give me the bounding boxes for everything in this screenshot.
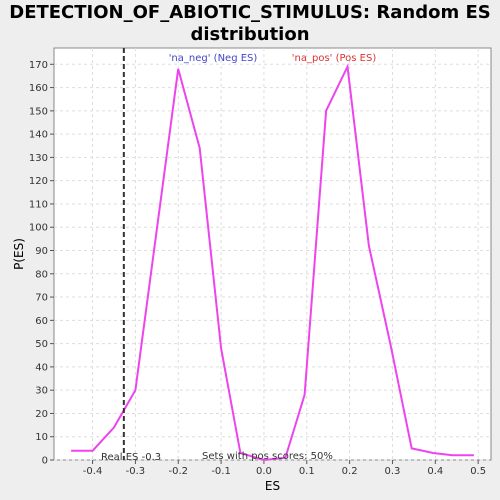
- plot-area: [53, 47, 492, 461]
- x-tick-label: -0.2: [168, 466, 188, 477]
- y-tick-label: 80: [35, 269, 48, 280]
- x-tick-label: -0.4: [83, 466, 103, 477]
- y-tick-label: 20: [35, 409, 48, 420]
- y-tick-label: 30: [35, 386, 48, 397]
- y-tick-label: 40: [35, 362, 48, 373]
- x-tick-label: 0.2: [342, 466, 358, 477]
- y-tick-label: 10: [35, 432, 48, 443]
- y-axis-label: P(ES): [12, 238, 26, 270]
- chart-title-line2: distribution: [190, 24, 310, 45]
- real-es-label: Real ES -0.3: [101, 452, 161, 463]
- neg-es-label: 'na_neg' (Neg ES): [169, 53, 258, 64]
- x-tick-label: 0.1: [299, 466, 315, 477]
- y-tick-label: 90: [35, 246, 48, 257]
- x-tick-label: 0.0: [256, 466, 272, 477]
- y-tick-label: 110: [29, 199, 48, 210]
- y-axis: 0 10 20 30 40 50 60 70 80 90 100 110 120 130 140 150 160…: [29, 60, 54, 467]
- y-tick-label: 0: [42, 456, 48, 467]
- x-axis: -0.4 -0.3 -0.2 -0.1 0.0 0.1 0.2 0.3 0.4 0.5: [83, 460, 486, 477]
- y-tick-label: 120: [29, 176, 48, 187]
- y-tick-label: 100: [29, 223, 48, 234]
- x-tick-label: -0.1: [211, 466, 231, 477]
- y-tick-label: 130: [29, 153, 48, 164]
- chart-title: DETECTION_OF_ABIOTIC_STIMULUS: Random ES…: [0, 0, 500, 46]
- x-tick-label: 0.3: [385, 466, 401, 477]
- y-tick-label: 60: [35, 316, 48, 327]
- x-tick-label: 0.5: [470, 466, 486, 477]
- grid-lines: [54, 48, 491, 461]
- pos-scores-label: Sets with pos scores: 50%: [202, 451, 333, 462]
- y-tick-label: 70: [35, 293, 48, 304]
- y-tick-label: 150: [29, 106, 48, 117]
- x-tick-label: 0.4: [427, 466, 443, 477]
- chart-title-line1: DETECTION_OF_ABIOTIC_STIMULUS: Random ES: [9, 2, 491, 23]
- y-tick-label: 140: [29, 130, 48, 141]
- es-distribution-line: [71, 63, 474, 462]
- y-tick-label: 170: [29, 60, 48, 71]
- y-tick-label: 50: [35, 339, 48, 350]
- x-axis-label: ES: [265, 479, 280, 493]
- series-group: [71, 63, 474, 462]
- y-tick-label: 160: [29, 83, 48, 94]
- pos-es-label: 'na_pos' (Pos ES): [292, 53, 377, 64]
- x-tick-label: -0.3: [126, 466, 146, 477]
